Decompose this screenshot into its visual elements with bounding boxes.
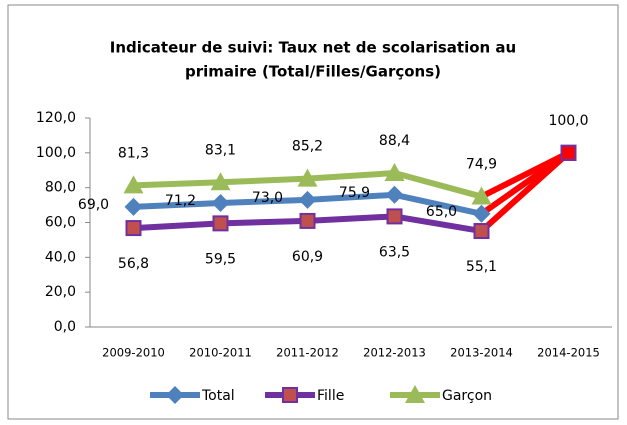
x-tick-label: 2010-2011 xyxy=(189,346,252,360)
data-label: 75,9 xyxy=(339,185,370,201)
data-label: 74,9 xyxy=(466,157,497,173)
chart-title: Indicateur de suivi: Taux net de scolari… xyxy=(110,39,517,57)
marker xyxy=(212,215,229,232)
data-label: 83,1 xyxy=(205,142,236,158)
marker xyxy=(123,175,144,194)
data-label: 88,4 xyxy=(379,133,410,149)
data-label: 56,8 xyxy=(118,256,149,272)
data-label: 71,2 xyxy=(165,193,196,209)
legend-marker xyxy=(405,385,425,403)
data-label: 73,0 xyxy=(252,190,283,206)
chart-border xyxy=(7,4,619,420)
marker xyxy=(384,163,405,182)
legend-label: Total xyxy=(201,388,235,404)
marker xyxy=(385,185,404,204)
y-tick-label: 20,0 xyxy=(45,284,76,300)
series-line-last xyxy=(480,150,570,200)
y-tick-label: 0,0 xyxy=(54,319,76,335)
legend-marker xyxy=(282,387,298,403)
marker xyxy=(124,197,143,216)
marker xyxy=(125,220,142,237)
marker xyxy=(297,168,318,187)
marker xyxy=(472,204,491,223)
y-tick-label: 80,0 xyxy=(45,180,76,196)
data-label: 69,0 xyxy=(78,197,109,213)
series-line-last xyxy=(479,150,571,234)
marker xyxy=(211,193,230,212)
data-label: 59,5 xyxy=(205,251,236,267)
marker xyxy=(299,212,316,229)
marker xyxy=(471,186,492,205)
legend-marker xyxy=(166,386,184,404)
y-tick-label: 100,0 xyxy=(36,145,76,161)
x-tick-label: 2011-2012 xyxy=(276,346,339,360)
x-tick-label: 2012-2013 xyxy=(363,346,426,360)
y-tick-label: 60,0 xyxy=(45,215,76,231)
data-label: 55,1 xyxy=(466,259,497,275)
legend-label: Garçon xyxy=(442,388,492,404)
data-label: 63,5 xyxy=(379,244,410,260)
marker xyxy=(560,144,577,161)
marker xyxy=(210,172,231,191)
x-tick-label: 2013-2014 xyxy=(450,346,513,360)
legend-label: Fille xyxy=(317,388,344,404)
y-tick-label: 120,0 xyxy=(36,110,76,126)
chart-title: primaire (Total/Filles/Garçons) xyxy=(185,63,441,81)
x-tick-label: 2009-2010 xyxy=(102,346,165,360)
data-label: 85,2 xyxy=(292,139,323,155)
x-tick-label: 2014-2015 xyxy=(537,346,600,360)
data-label: 81,3 xyxy=(118,145,149,161)
data-label: 100,0 xyxy=(548,113,588,129)
y-tick-label: 40,0 xyxy=(45,249,76,265)
marker xyxy=(386,208,403,225)
data-label: 60,9 xyxy=(292,249,323,265)
data-label: 65,0 xyxy=(426,204,457,220)
marker xyxy=(298,190,317,209)
marker xyxy=(473,223,490,240)
